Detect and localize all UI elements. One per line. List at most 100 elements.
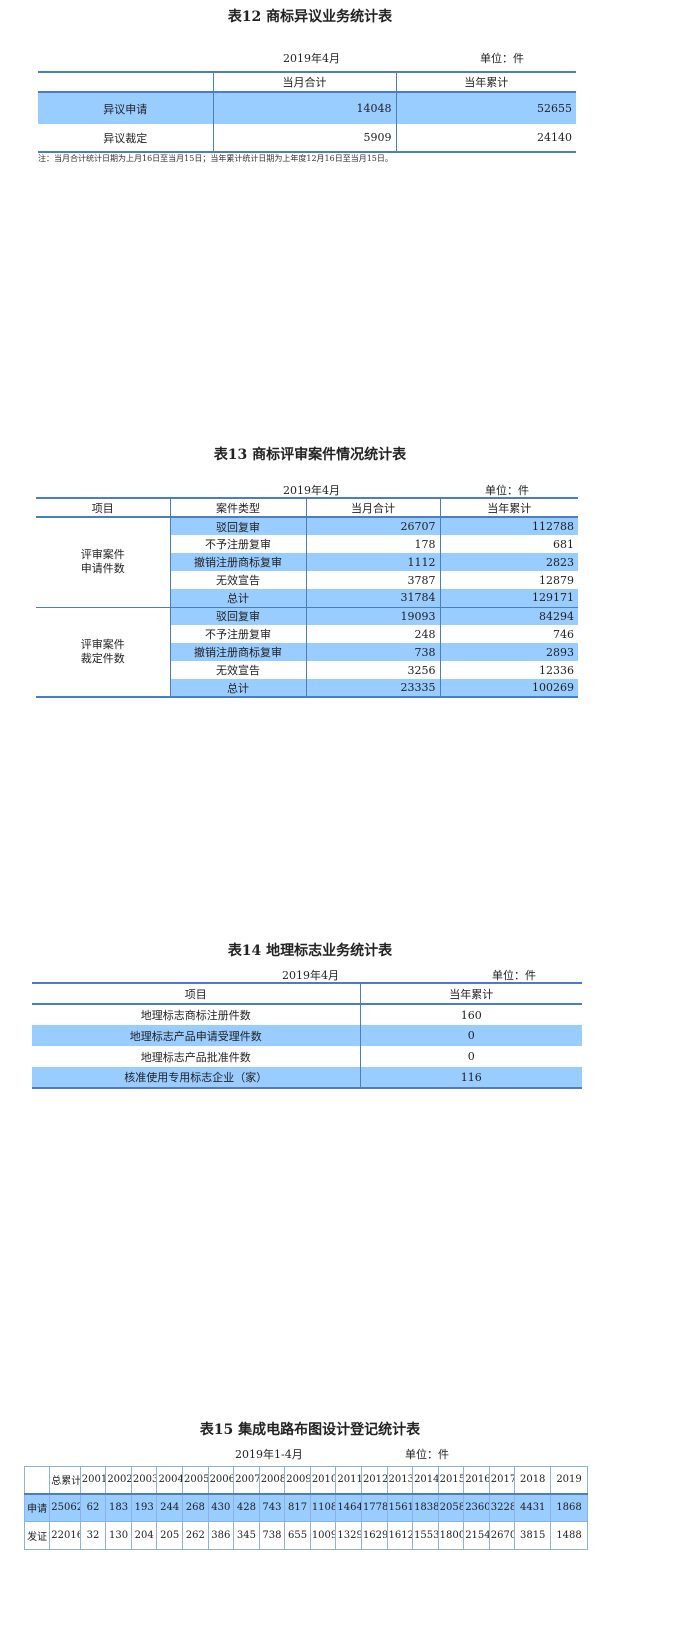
cell: 817 (284, 1493, 311, 1522)
cell: 1800 (437, 1521, 465, 1550)
table-row: 撤销注册商标复审 1112 2823 (36, 553, 578, 571)
table12-unit: 单位：件 (480, 52, 524, 65)
month-total-cell: 26707 (305, 517, 440, 535)
header-cell: 2009 (284, 1466, 311, 1495)
table-row: 申请 25062 62 183 193 244 268 430 428 743 817 1108 146… (23, 1493, 588, 1522)
table13: 项目 案件类型 当月合计 当年累计 评审案件 申请件数 驳回复审 26707 112788 不… (36, 497, 578, 698)
case-type-cell: 撤销注册商标复审 (169, 643, 306, 661)
cell: 1778 (360, 1493, 388, 1522)
header-cell: 2005 (182, 1466, 209, 1495)
table-row: 不予注册复审 248 746 (36, 625, 578, 643)
cell: 1612 (386, 1521, 414, 1550)
month-total-cell: 738 (305, 643, 440, 661)
cell: 244 (156, 1493, 183, 1522)
header-cell: 2019 (550, 1466, 588, 1495)
row-label: 申请 (23, 1493, 51, 1522)
year-total-cell: 12336 (439, 661, 578, 679)
cell: 32 (79, 1521, 107, 1550)
cell: 430 (207, 1493, 235, 1522)
header-cell: 当月合计 (212, 72, 396, 93)
table12-date: 2019年4月 (283, 52, 340, 65)
value-cell: 0 (359, 1046, 582, 1067)
cell: 62 (79, 1493, 107, 1522)
table-row: 无效宣告 3256 12336 (36, 661, 578, 679)
cell: 2154 (463, 1521, 490, 1550)
cell: 3815 (514, 1521, 552, 1550)
cell: 743 (258, 1493, 286, 1522)
item-cell: 核准使用专用标志企业（家） (32, 1067, 360, 1088)
value-cell: 160 (359, 1004, 582, 1025)
month-total-cell: 23335 (305, 679, 440, 697)
item-cell: 地理标志商标注册件数 (140, 1009, 251, 1022)
cell: 205 (156, 1521, 183, 1550)
header-cell: 2011 (335, 1466, 362, 1495)
case-type-cell: 不予注册复审 (169, 535, 306, 553)
month-total-cell: 19093 (305, 607, 440, 625)
cell: 1464 (335, 1493, 362, 1522)
cell: 738 (258, 1521, 286, 1550)
table-row: 评审案件 裁定件数 驳回复审 19093 84294 (36, 607, 578, 697)
cell: 1488 (550, 1521, 588, 1550)
row-label: 发证 (23, 1521, 51, 1550)
case-type-cell: 撤销注册商标复审 (169, 553, 306, 571)
cell: 1553 (412, 1521, 439, 1550)
header-cell: 当年累计 (395, 72, 576, 93)
header-cell: 2016 (463, 1466, 490, 1495)
header-cell: 2018 (514, 1466, 552, 1495)
value-cell: 116 (359, 1067, 582, 1088)
table-row: 异议申请 14048 52655 (38, 92, 576, 124)
table-row: 核准使用专用标志企业（家） 116 (32, 1067, 582, 1088)
cell: 2360 (463, 1493, 490, 1522)
header-cell: 2004 (156, 1466, 183, 1495)
header-cell: 案件类型 (169, 498, 306, 518)
table-row: 无效宣告 3787 12879 (36, 571, 578, 589)
case-type-cell: 总计 (169, 679, 306, 697)
cell: 25062 (49, 1493, 81, 1522)
month-total-cell: 3787 (305, 571, 440, 589)
header-cell: 当月合计 (305, 498, 440, 518)
cell: 130 (105, 1521, 132, 1550)
value-cell: 0 (359, 1025, 582, 1046)
header-cell: 项目 (32, 983, 360, 1005)
header-cell: 2015 (437, 1466, 465, 1495)
header-cell (38, 72, 213, 93)
table12-note: 注：当月合计统计日期为上月16日至当月15日；当年累计统计日期为上年度12月16… (38, 154, 393, 163)
year-total-cell: 746 (439, 625, 578, 643)
year-total-cell: 681 (439, 535, 578, 553)
table15-date: 2019年1-4月 (235, 1448, 303, 1461)
year-total-cell: 84294 (439, 607, 578, 625)
header-cell: 2014 (412, 1466, 439, 1495)
table14-unit: 单位：件 (492, 969, 536, 982)
header-cell: 2002 (105, 1466, 132, 1495)
cell: 1868 (550, 1493, 588, 1522)
cell: 1629 (360, 1521, 388, 1550)
cell: 1009 (309, 1521, 337, 1550)
table12-title: 表12 商标异议业务统计表 (227, 9, 393, 25)
header-row: 总累计 2001 2002 2003 2004 2005 2006 2007 2008 2009 2… (23, 1466, 588, 1495)
year-total-cell: 12879 (439, 571, 578, 589)
cell: 345 (233, 1521, 260, 1550)
row-label: 异议裁定 (103, 131, 148, 145)
table-row: 异议裁定 5909 24140 (38, 124, 576, 152)
cell: 1108 (309, 1493, 337, 1522)
case-type-cell: 驳回复审 (169, 517, 306, 535)
table14: 项目 当年累计 地理标志商标注册件数 160 地理标志产品申请受理件数 0 地理标志产品批… (32, 982, 582, 1089)
cell: 1838 (412, 1493, 439, 1522)
table12: 当月合计 当年累计 异议申请 14048 52655 异议裁定 5909 24140 (38, 71, 576, 153)
header-cell: 当年累计 (359, 983, 582, 1005)
month-total-cell: 248 (305, 625, 440, 643)
table14-date: 2019年4月 (282, 969, 339, 982)
table13-unit: 单位：件 (485, 484, 529, 497)
row-label: 异议申请 (38, 92, 213, 124)
table-row: 总计 31784 129171 (36, 589, 578, 607)
header-cell: 2010 (309, 1466, 337, 1495)
cell: 22016 (49, 1521, 81, 1550)
cell: 4431 (514, 1493, 552, 1522)
case-type-cell: 总计 (169, 589, 306, 607)
group-label: 评审案件 裁定件数 (36, 607, 170, 697)
header-cell (23, 1466, 51, 1495)
case-type-cell: 不予注册复审 (169, 625, 306, 643)
cell: 2058 (437, 1493, 465, 1522)
header-cell: 2001 (79, 1466, 107, 1495)
cell: 14048 (212, 92, 396, 124)
